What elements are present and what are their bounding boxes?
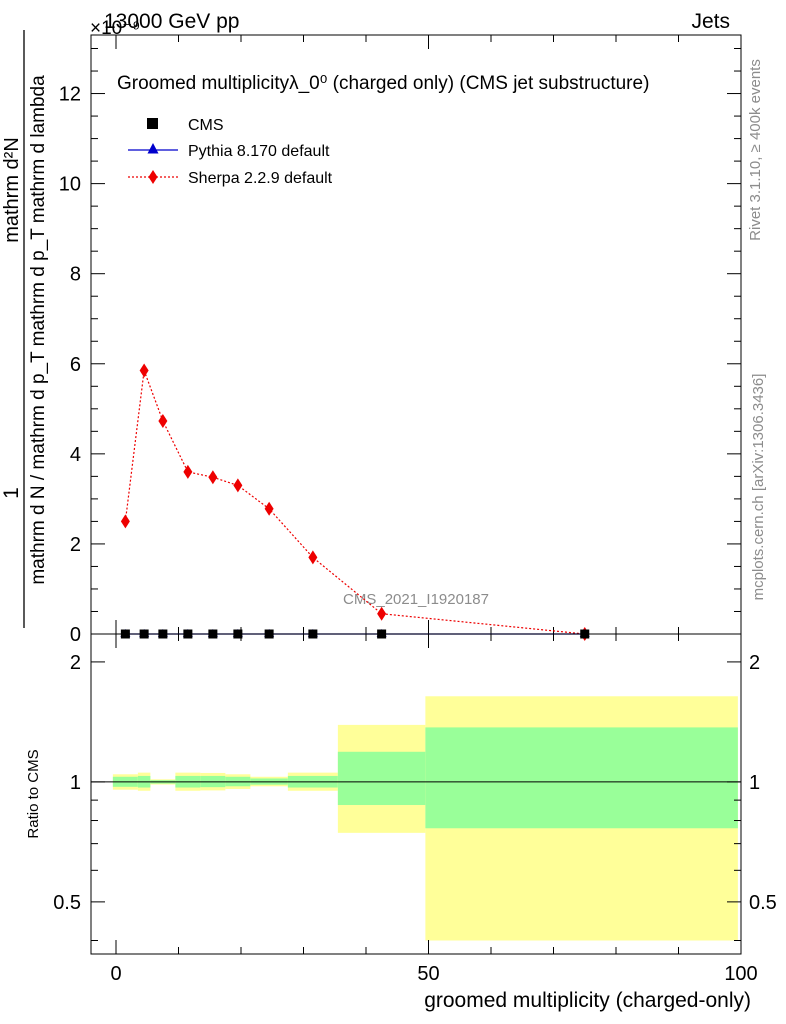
- ylabel-numerator: 1: [0, 487, 23, 499]
- plot-title: Groomed multiplicityλ_0⁰ (charged only) …: [117, 73, 649, 94]
- legend-label-sherpa: Sherpa 2.2.9 default: [188, 170, 333, 187]
- main-y-tick-label: 4: [70, 444, 81, 466]
- main-y-tick-label: 8: [70, 264, 81, 286]
- analysis-label: CMS_2021_I1920187: [343, 591, 489, 608]
- ratio-bands: [112, 696, 738, 941]
- category-label: Jets: [691, 10, 730, 33]
- ratio-x-tick-label: 0: [110, 963, 121, 985]
- ratio-plot-frame: [90, 633, 742, 955]
- legend: CMS Pythia 8.170 default Sherpa 2.2.9 de…: [128, 117, 333, 187]
- ratio-band-stat: [425, 727, 738, 829]
- sherpa-point: [377, 606, 387, 621]
- sherpa-point: [158, 413, 168, 428]
- xlabel: groomed multiplicity (charged-only): [424, 989, 751, 1012]
- main-y-tick-label: 0: [70, 624, 81, 646]
- legend-marker-pythia: [147, 143, 159, 154]
- legend-marker-sherpa: [148, 170, 158, 184]
- sherpa-point: [233, 478, 243, 493]
- sherpa-point: [208, 470, 218, 485]
- main-y-ticks: 0 2 4 6 8 10 12: [59, 48, 741, 646]
- ratio-y-tick-label: 2: [70, 652, 81, 674]
- rivet-label: Rivet 3.1.10, ≥ 400k events: [747, 59, 764, 241]
- ylabel-top: mathrm d²N: [1, 137, 23, 243]
- legend-marker-cms: [147, 118, 158, 129]
- main-y-tick-label: 10: [59, 174, 81, 196]
- sherpa-point: [183, 464, 193, 479]
- main-y-tick-label: 6: [70, 354, 81, 376]
- main-y-tick-label: 12: [59, 84, 81, 106]
- ratio-y-ticks: 0.5 0.5 1 1 2 2: [53, 652, 777, 942]
- mcplots-label: mcplots.cern.ch [arXiv:1306.3436]: [750, 374, 767, 601]
- sherpa-point: [308, 550, 318, 565]
- ratio-x-ticks: 0 50 100: [110, 634, 758, 985]
- ratio-x-tick-label: 100: [724, 963, 757, 985]
- main-ylabel: 1 mathrm d²N mathrm d N / mathrm d p_T m…: [0, 30, 49, 628]
- ratio-y-tick-label-right: 2: [749, 652, 760, 674]
- ratio-y-tick-label-right: 0.5: [749, 892, 777, 914]
- sherpa-point: [120, 514, 130, 529]
- exponent-label: ×10⁻⁹: [90, 18, 140, 39]
- energy-label: 13000 GeV pp: [104, 10, 239, 33]
- ratio-y-tick-label-right: 1: [749, 772, 760, 794]
- sherpa-line: [124, 370, 585, 635]
- ratio-y-tick-label: 1: [70, 772, 81, 794]
- main-y-tick-label: 2: [70, 534, 81, 556]
- ratio-x-tick-label: 50: [417, 963, 439, 985]
- legend-label-cms: CMS: [188, 117, 224, 134]
- legend-label-pythia: Pythia 8.170 default: [188, 143, 330, 160]
- sherpa-point: [264, 501, 274, 516]
- ratio-band-stat: [337, 751, 426, 806]
- ratio-ylabel: Ratio to CMS: [25, 749, 42, 838]
- ylabel-denominator: mathrm d N / mathrm d p_T mathrm d p_T m…: [28, 75, 49, 585]
- ratio-y-tick-label: 0.5: [53, 892, 81, 914]
- sherpa-point: [139, 363, 149, 378]
